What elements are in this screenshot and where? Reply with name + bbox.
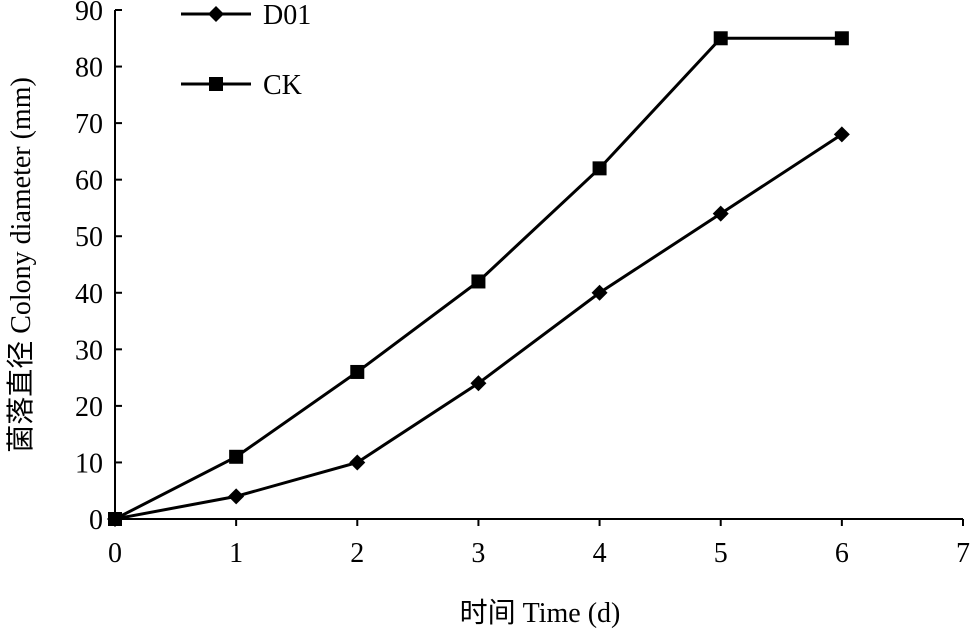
series-layer: [107, 31, 850, 527]
data-point-ck: [592, 161, 607, 176]
y-tick-label: 70: [75, 109, 103, 140]
x-axis-title: 时间 Time (d): [460, 597, 621, 629]
legend-entry-ck: CK: [181, 70, 302, 101]
y-tick-label: 0: [89, 505, 103, 536]
data-point-d01: [228, 488, 245, 505]
x-tick-label: 4: [593, 538, 607, 569]
y-tick-label: 50: [75, 222, 103, 253]
legend-label: CK: [263, 70, 302, 101]
x-axis-ticks: 0 1 2 3 4 5 6 7: [108, 519, 970, 569]
data-point-d01: [349, 454, 366, 471]
legend-marker: [209, 77, 223, 91]
y-tick-label: 30: [75, 335, 103, 366]
y-tick-label: 10: [75, 448, 103, 479]
y-axis-ticks: 0 10 20 30 40 50 60 70 80 90: [75, 0, 122, 536]
x-tick-label: 0: [108, 538, 122, 569]
y-tick-label: 60: [75, 166, 103, 197]
y-axis-title: 菌落直径 Colony diameter (mm): [5, 77, 37, 453]
series-line-d01: [114, 133, 843, 521]
data-point-ck: [471, 274, 486, 289]
y-tick-label: 40: [75, 279, 103, 310]
y-tick-label: 80: [75, 53, 103, 84]
legend: D01 CK: [181, 0, 311, 101]
data-point-ck: [713, 31, 728, 46]
data-point-d01: [833, 126, 850, 143]
data-point-d01: [591, 284, 608, 301]
series-ck: [108, 31, 849, 526]
axes: [114, 10, 963, 520]
data-point-d01: [712, 205, 729, 222]
x-tick-label: 5: [714, 538, 728, 569]
x-tick-label: 3: [471, 538, 485, 569]
legend-label: D01: [263, 0, 311, 31]
data-point-ck: [350, 364, 365, 379]
y-tick-label: 90: [75, 0, 103, 27]
x-tick-label: 1: [229, 538, 243, 569]
data-point-d01: [470, 375, 487, 392]
x-tick-label: 6: [835, 538, 849, 569]
x-tick-label: 7: [956, 538, 970, 569]
legend-entry-d01: D01: [181, 0, 311, 31]
data-point-ck: [108, 512, 122, 526]
legend-marker: [208, 6, 224, 22]
data-point-ck: [834, 31, 849, 46]
x-tick-label: 2: [350, 538, 364, 569]
y-tick-label: 20: [75, 392, 103, 423]
data-point-ck: [229, 449, 244, 464]
